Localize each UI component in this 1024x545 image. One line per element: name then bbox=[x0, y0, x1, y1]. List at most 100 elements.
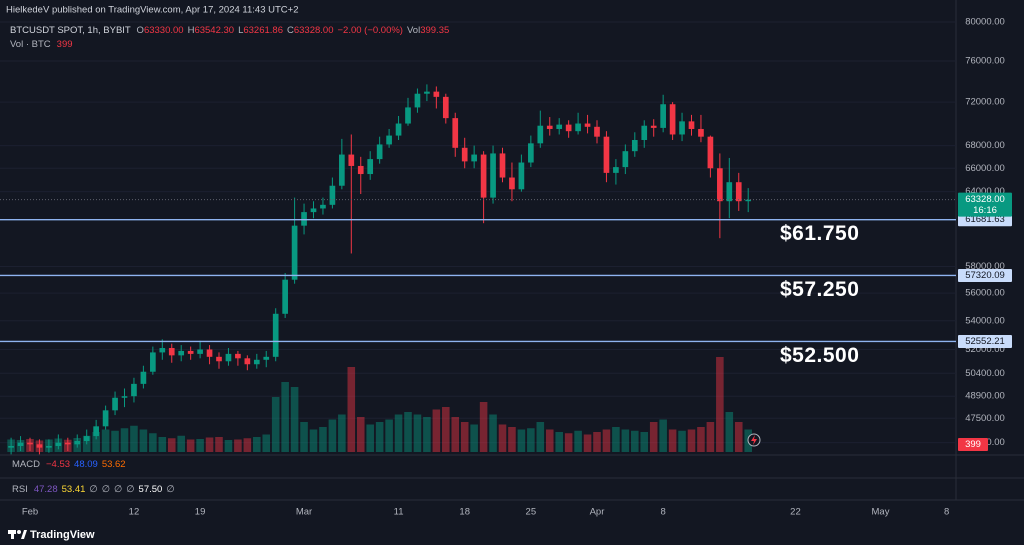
candle-body bbox=[584, 123, 591, 127]
candle-body bbox=[565, 124, 572, 132]
level-label: 57320.09 bbox=[965, 270, 1005, 281]
x-tick-label: 18 bbox=[459, 507, 470, 518]
volume-bar bbox=[300, 422, 308, 452]
candle-body bbox=[64, 442, 71, 445]
volume-bar bbox=[451, 417, 460, 452]
rsi-value: ∅ bbox=[114, 484, 122, 495]
level-label-box bbox=[958, 334, 1012, 348]
x-tick-label: 8 bbox=[944, 507, 949, 518]
volume-bar bbox=[101, 429, 110, 452]
legend-value: 63328.00 bbox=[294, 25, 334, 36]
candle-body bbox=[112, 397, 118, 411]
candle-body bbox=[168, 348, 175, 356]
volume-bar bbox=[394, 414, 403, 452]
rsi-value: ∅ bbox=[126, 484, 134, 495]
volume-last-label: 399 bbox=[965, 439, 981, 450]
volume-bar bbox=[621, 429, 630, 452]
candle-body bbox=[452, 118, 459, 148]
volume-last-box bbox=[958, 438, 988, 451]
candle-body bbox=[442, 96, 449, 119]
volume-bar bbox=[593, 432, 601, 452]
macd-legend: MACD −4.53 48.09 53.62 bbox=[12, 459, 126, 470]
volume-bar bbox=[186, 439, 195, 452]
candle-body bbox=[348, 154, 355, 166]
candle-body bbox=[159, 348, 166, 353]
x-tick-label: Mar bbox=[296, 507, 312, 518]
footer-brand: TradingView bbox=[30, 529, 95, 541]
symbol-legend: BTCUSDT SPOT, 1h, BYBIT O63330.00 H63542.3… bbox=[10, 25, 449, 36]
candle-body bbox=[395, 123, 402, 136]
candle-body bbox=[509, 177, 515, 190]
candle-body bbox=[735, 182, 742, 202]
x-tick-label: 11 bbox=[394, 507, 404, 518]
rsi-value: ∅ bbox=[102, 484, 110, 495]
x-tick-label: 25 bbox=[526, 507, 537, 518]
rsi-value: 53.41 bbox=[62, 484, 86, 495]
x-tick-label: Apr bbox=[590, 507, 605, 518]
candle-body bbox=[613, 167, 619, 173]
volume-bar bbox=[545, 429, 554, 452]
volume-bar bbox=[319, 427, 327, 452]
candle-body bbox=[235, 353, 241, 359]
vol-key: Vol bbox=[407, 25, 420, 36]
candle-body bbox=[376, 144, 383, 160]
candle-body bbox=[679, 121, 685, 135]
candle-body bbox=[83, 436, 90, 442]
candle-body bbox=[93, 426, 99, 437]
candle-body bbox=[206, 349, 213, 357]
volume-bar bbox=[177, 435, 185, 452]
y-tick-label: 68000.00 bbox=[965, 140, 1005, 151]
candle-body bbox=[301, 212, 307, 226]
publisher-line: HielkedeV published on TradingView.com, … bbox=[6, 5, 299, 16]
candle-body bbox=[594, 126, 600, 137]
candle-body bbox=[622, 151, 629, 168]
volume-bar bbox=[527, 428, 535, 452]
volume-bar bbox=[338, 414, 346, 452]
volume-bar bbox=[205, 437, 214, 452]
level-annotation: $57.250 bbox=[780, 278, 859, 301]
plot bbox=[0, 21, 956, 455]
candle-body bbox=[244, 358, 251, 365]
candle-body bbox=[660, 104, 666, 128]
rsi-value: ∅ bbox=[166, 484, 174, 495]
y-tick-label: 47500.00 bbox=[965, 413, 1005, 424]
x-tick-label: 8 bbox=[661, 507, 666, 518]
volume-bar bbox=[281, 382, 289, 452]
candle-body bbox=[698, 128, 704, 137]
legend-value: 63261.86 bbox=[243, 25, 283, 36]
y-tick-label: 56000.00 bbox=[965, 288, 1005, 299]
candle-body bbox=[46, 445, 52, 448]
legend-key: H bbox=[188, 25, 195, 36]
candle-body bbox=[518, 162, 525, 190]
countdown: 16:16 bbox=[973, 205, 997, 216]
macd-value: 48.09 bbox=[74, 459, 98, 470]
last-price-label: 63328.00 bbox=[965, 194, 1005, 205]
level-label: 52552.21 bbox=[965, 336, 1005, 347]
volume-bar bbox=[130, 425, 138, 452]
volume-bar bbox=[432, 409, 441, 452]
volume-bar bbox=[517, 429, 526, 452]
volume-bar bbox=[309, 429, 318, 452]
logo-part bbox=[17, 530, 21, 534]
candle-body bbox=[669, 104, 676, 135]
y-tick-label: 58000.00 bbox=[965, 261, 1005, 272]
x-tick-label: Feb bbox=[22, 507, 38, 518]
candle-body bbox=[461, 147, 468, 162]
volume-bar bbox=[158, 437, 167, 452]
candle-body bbox=[8, 445, 14, 448]
volume-bar bbox=[640, 432, 649, 452]
volume-bar bbox=[697, 427, 705, 452]
rsi-value: 47.28 bbox=[34, 484, 58, 495]
volume-bar bbox=[120, 428, 129, 452]
candle-body bbox=[74, 441, 81, 445]
candle-body bbox=[745, 199, 752, 202]
volume-bar bbox=[479, 402, 488, 452]
candle-body bbox=[150, 352, 156, 372]
volume-bar bbox=[366, 424, 374, 452]
y-tick-label: 72000.00 bbox=[965, 97, 1005, 108]
volume-bar bbox=[460, 422, 469, 452]
candle-body bbox=[424, 91, 430, 94]
candle-body bbox=[36, 444, 43, 448]
candle-body bbox=[329, 185, 336, 205]
candle-body bbox=[55, 442, 62, 446]
